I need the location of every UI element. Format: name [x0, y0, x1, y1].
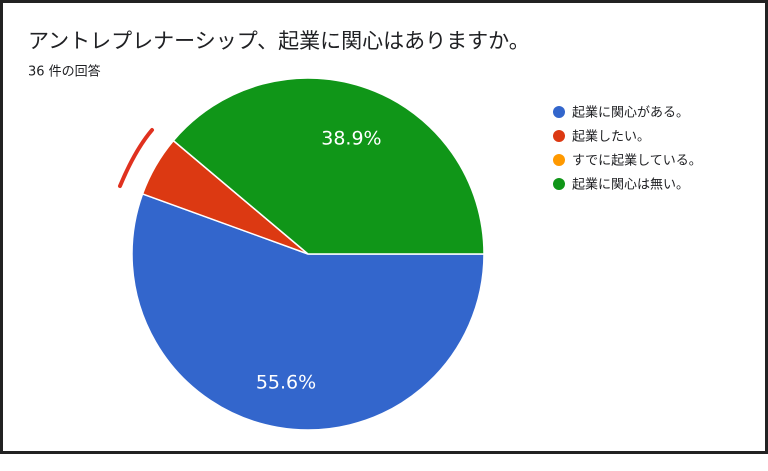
legend-swatch [553, 178, 565, 190]
legend-swatch [553, 154, 565, 166]
legend-swatch [553, 130, 565, 142]
pie-slice [131, 192, 485, 431]
chart-subtitle: 36 件の回答 [28, 64, 101, 80]
pie-slice [172, 77, 485, 255]
legend-label: 起業に関心は無い。 [572, 177, 689, 193]
legend-label: すでに起業している。 [572, 153, 702, 169]
chart-title: アントレプレナーシップ、起業に関心はありますか。 [28, 29, 530, 53]
slice-label: 38.9% [321, 127, 381, 149]
hand-annotation [118, 128, 154, 188]
legend-label: 起業したい。 [572, 129, 650, 145]
legend-label: 起業に関心がある。 [572, 105, 689, 121]
legend-swatch [553, 106, 565, 118]
slice-label: 55.6% [256, 371, 316, 393]
